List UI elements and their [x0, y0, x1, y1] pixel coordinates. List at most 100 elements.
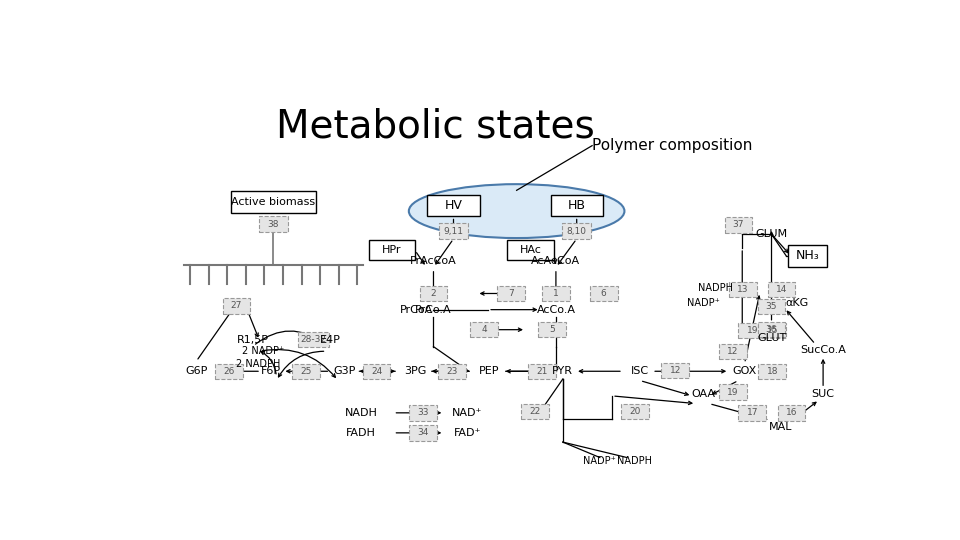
- Text: 3PG: 3PG: [404, 366, 426, 376]
- FancyBboxPatch shape: [470, 322, 498, 338]
- FancyBboxPatch shape: [757, 299, 785, 314]
- Text: 35: 35: [766, 302, 778, 311]
- FancyBboxPatch shape: [409, 425, 437, 441]
- FancyBboxPatch shape: [730, 282, 756, 298]
- Text: GLUM: GLUM: [756, 229, 787, 239]
- Text: 19: 19: [728, 388, 739, 396]
- Text: 25: 25: [300, 367, 311, 376]
- Text: MAL: MAL: [769, 422, 793, 431]
- Text: 18: 18: [766, 367, 778, 376]
- Text: PEP: PEP: [479, 366, 499, 376]
- FancyBboxPatch shape: [757, 322, 785, 338]
- FancyBboxPatch shape: [725, 217, 753, 233]
- Text: AcCo.A: AcCo.A: [537, 305, 575, 315]
- FancyBboxPatch shape: [439, 224, 468, 239]
- Text: 24: 24: [371, 367, 382, 376]
- Text: 21: 21: [537, 367, 548, 376]
- FancyBboxPatch shape: [409, 405, 437, 421]
- Text: 15: 15: [766, 326, 778, 335]
- Text: 2: 2: [431, 289, 436, 298]
- Text: 6: 6: [601, 289, 607, 298]
- FancyBboxPatch shape: [738, 323, 766, 338]
- Text: 20: 20: [630, 407, 641, 416]
- Text: ISC: ISC: [631, 366, 649, 376]
- Text: GLUT: GLUT: [756, 333, 786, 343]
- FancyBboxPatch shape: [231, 191, 316, 213]
- Text: E4P: E4P: [320, 335, 341, 346]
- Text: GOX: GOX: [732, 366, 756, 376]
- Text: Polymer composition: Polymer composition: [592, 138, 753, 153]
- Text: FAD⁺: FAD⁺: [454, 428, 481, 438]
- FancyBboxPatch shape: [719, 384, 747, 400]
- FancyBboxPatch shape: [768, 282, 796, 298]
- Text: HB: HB: [567, 199, 586, 212]
- FancyBboxPatch shape: [298, 332, 328, 347]
- Text: G3P: G3P: [333, 366, 355, 376]
- Text: 22: 22: [530, 407, 540, 416]
- Text: NADP⁺: NADP⁺: [584, 456, 616, 467]
- Text: NH₃: NH₃: [796, 249, 820, 262]
- FancyBboxPatch shape: [420, 286, 447, 301]
- Text: 37: 37: [732, 220, 744, 230]
- Text: 12: 12: [669, 366, 681, 375]
- FancyBboxPatch shape: [542, 286, 570, 301]
- Text: NADH: NADH: [345, 408, 377, 418]
- FancyBboxPatch shape: [621, 403, 649, 419]
- Text: HV: HV: [444, 199, 463, 212]
- FancyBboxPatch shape: [661, 363, 689, 378]
- Text: NADPH: NADPH: [698, 283, 732, 293]
- Text: 28-32: 28-32: [300, 335, 326, 344]
- Text: 16: 16: [786, 408, 797, 417]
- FancyBboxPatch shape: [427, 195, 480, 217]
- Text: 2 NADPH: 2 NADPH: [236, 359, 280, 369]
- Text: 2 NADP⁺: 2 NADP⁺: [242, 346, 284, 356]
- Text: 17: 17: [747, 408, 758, 417]
- Text: SUC: SUC: [811, 389, 834, 400]
- Text: NAD⁺: NAD⁺: [452, 408, 483, 418]
- FancyBboxPatch shape: [528, 363, 556, 379]
- Text: HAc: HAc: [519, 245, 541, 255]
- Text: 38: 38: [268, 220, 279, 229]
- FancyBboxPatch shape: [719, 343, 747, 359]
- Text: 12: 12: [728, 347, 738, 356]
- Text: 23: 23: [446, 367, 458, 376]
- FancyBboxPatch shape: [292, 363, 320, 379]
- Text: 1: 1: [553, 289, 559, 298]
- Text: OAA: OAA: [692, 389, 716, 400]
- Ellipse shape: [409, 184, 624, 238]
- FancyBboxPatch shape: [589, 286, 617, 301]
- Text: 8,10: 8,10: [566, 227, 587, 235]
- Text: 36: 36: [766, 325, 778, 334]
- FancyBboxPatch shape: [215, 363, 243, 379]
- Text: 7: 7: [509, 289, 515, 298]
- FancyBboxPatch shape: [738, 405, 766, 421]
- FancyBboxPatch shape: [521, 403, 549, 419]
- Text: HPr: HPr: [382, 245, 401, 255]
- FancyBboxPatch shape: [788, 245, 827, 267]
- Text: NADPH: NADPH: [617, 456, 652, 467]
- FancyBboxPatch shape: [497, 286, 525, 301]
- FancyBboxPatch shape: [508, 240, 554, 260]
- Text: NADP⁺: NADP⁺: [687, 299, 720, 308]
- Text: PrAcCoA: PrAcCoA: [410, 256, 457, 266]
- Text: 9,11: 9,11: [444, 227, 464, 235]
- Text: 5: 5: [549, 325, 555, 334]
- Text: αKG: αKG: [785, 299, 808, 308]
- Text: 19: 19: [747, 326, 758, 335]
- FancyBboxPatch shape: [562, 224, 591, 239]
- Text: 13: 13: [737, 285, 749, 294]
- Text: 33: 33: [417, 408, 428, 417]
- FancyBboxPatch shape: [539, 322, 565, 338]
- Text: PrCoA: PrCoA: [400, 305, 434, 315]
- Text: Metabolic states: Metabolic states: [276, 107, 595, 145]
- Text: PrCo.A: PrCo.A: [415, 305, 452, 315]
- FancyBboxPatch shape: [550, 195, 603, 217]
- Text: 14: 14: [776, 285, 787, 294]
- FancyBboxPatch shape: [223, 298, 251, 314]
- FancyBboxPatch shape: [363, 363, 391, 379]
- Text: PYR: PYR: [552, 366, 573, 376]
- Text: 4: 4: [482, 325, 487, 334]
- FancyBboxPatch shape: [778, 405, 805, 421]
- FancyBboxPatch shape: [758, 363, 786, 379]
- Text: G6P: G6P: [185, 366, 207, 376]
